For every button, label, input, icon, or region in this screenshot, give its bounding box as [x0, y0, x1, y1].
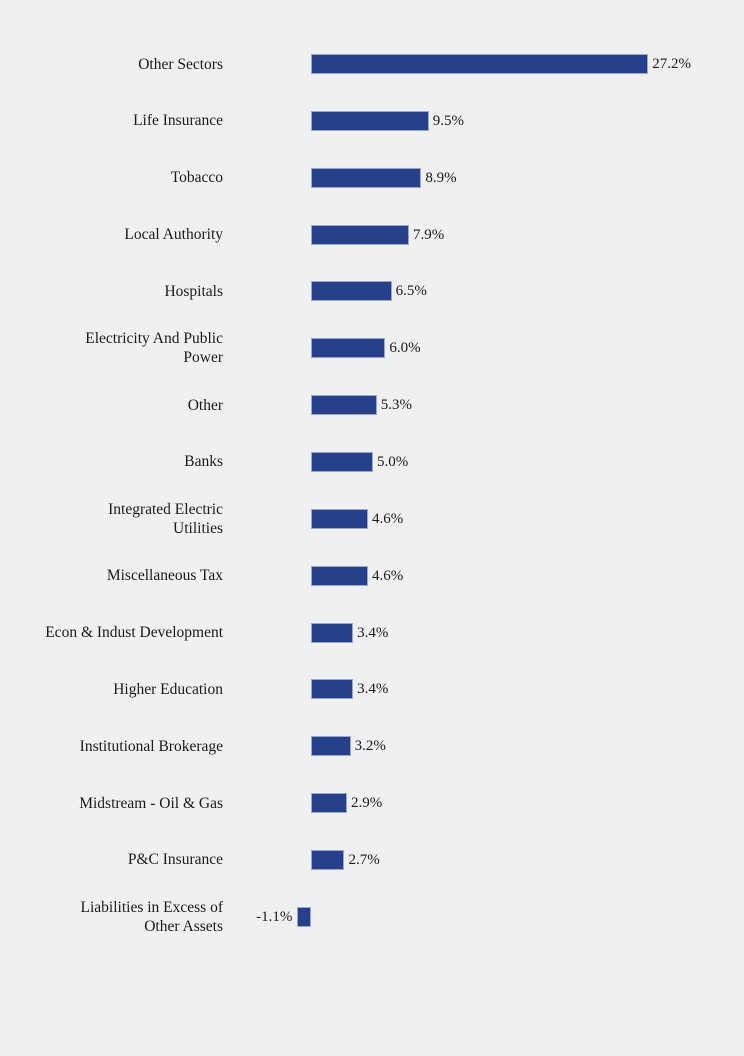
value-label: 4.6% — [372, 510, 404, 527]
value-label: 5.0% — [377, 453, 409, 470]
bar-row: Midstream - Oil & Gas 2.9% — [0, 781, 744, 825]
bar-positive[interactable] — [311, 167, 422, 188]
bar-row: Local Authority 7.9% — [0, 213, 744, 257]
category-label: Integrated Electric Utilities — [108, 500, 223, 537]
bar-positive[interactable] — [311, 679, 354, 700]
bar-negative[interactable] — [297, 906, 311, 927]
bar-row: Econ & Indust Development 3.4% — [0, 611, 744, 655]
bar-track: 4.6% — [0, 554, 744, 598]
bar-row: Electricity And Public Power 6.0% — [0, 326, 744, 370]
value-label: 8.9% — [425, 169, 457, 186]
bar-positive[interactable] — [311, 736, 351, 757]
value-label: 4.6% — [372, 567, 404, 584]
category-label: Tobacco — [170, 169, 223, 187]
bar-positive[interactable] — [311, 395, 377, 416]
bar-track: 5.3% — [0, 383, 744, 427]
value-label: 7.9% — [412, 226, 445, 243]
bar-positive[interactable] — [311, 793, 347, 814]
bar-positive[interactable] — [311, 281, 392, 302]
category-label: Electricity And Public Power — [85, 330, 223, 367]
bar-track: 2.9% — [0, 781, 744, 825]
category-label: Local Authority — [124, 226, 223, 244]
category-label: Midstream - Oil & Gas — [79, 794, 223, 812]
value-label: 3.4% — [357, 681, 389, 698]
category-label: Other — [187, 396, 223, 414]
bar-positive[interactable] — [311, 54, 649, 74]
value-label: 6.5% — [395, 283, 427, 300]
bar-positive[interactable] — [311, 451, 373, 472]
bar-row: Banks 5.0% — [0, 440, 744, 484]
bar-row: Life Insurance 9.5% — [0, 99, 744, 143]
bar-positive[interactable] — [311, 110, 429, 131]
value-label: 3.4% — [357, 624, 389, 641]
value-label: 6.0% — [389, 340, 421, 357]
bar-positive[interactable] — [311, 508, 369, 529]
category-label: Hospitals — [164, 282, 223, 300]
bar-track: 3.4% — [0, 667, 744, 711]
value-label: 27.2% — [652, 56, 692, 72]
category-label: Life Insurance — [133, 112, 223, 130]
bar-row: Miscellaneous Tax 4.6% — [0, 554, 744, 598]
bar-row: Other 5.3% — [0, 383, 744, 427]
bar-row: Higher Education 3.4% — [0, 667, 744, 711]
bar-track: -1.1% — [0, 895, 744, 939]
value-label: 9.5% — [432, 112, 465, 129]
bar-track: 8.9% — [0, 156, 744, 200]
bar-track: 3.4% — [0, 611, 744, 655]
bar-positive[interactable] — [311, 224, 409, 245]
bar-track: 9.5% — [0, 99, 744, 143]
category-label: Other Sectors — [138, 55, 223, 73]
bar-track: 27.2% — [0, 42, 744, 86]
bar-row: Tobacco 8.9% — [0, 156, 744, 200]
bar-positive[interactable] — [311, 622, 354, 643]
category-label: Banks — [184, 453, 223, 471]
bar-row: Liabilities in Excess of Other Assets -1.… — [0, 895, 744, 939]
category-label: Miscellaneous Tax — [106, 567, 223, 585]
bar-track: 7.9% — [0, 213, 744, 257]
category-label: Institutional Brokerage — [79, 737, 223, 755]
bar-track: 4.6% — [0, 497, 744, 541]
bar-row: P&C Insurance 2.7% — [0, 838, 744, 882]
bar-track: 3.2% — [0, 724, 744, 768]
bar-row: Other Sectors 27.2% — [0, 42, 744, 86]
category-label: Higher Education — [113, 680, 223, 698]
bar-row: Integrated Electric Utilities 4.6% — [0, 497, 744, 541]
value-label: -1.1% — [256, 908, 293, 925]
category-label: Liabilities in Excess of Other Assets — [80, 898, 223, 935]
bar-row: Hospitals 6.5% — [0, 269, 744, 313]
value-label: 3.2% — [354, 738, 386, 755]
category-label: P&C Insurance — [127, 851, 223, 869]
bar-track: 6.0% — [0, 326, 744, 370]
bar-positive[interactable] — [311, 338, 386, 359]
bar-positive[interactable] — [311, 565, 369, 586]
category-label: Econ & Indust Development — [45, 624, 223, 641]
value-label: 5.3% — [380, 397, 412, 414]
bar-track: 2.7% — [0, 838, 744, 882]
bar-track: 5.0% — [0, 440, 744, 484]
bar-track: 6.5% — [0, 269, 744, 313]
bar-row: Institutional Brokerage 3.2% — [0, 724, 744, 768]
value-label: 2.9% — [350, 795, 383, 812]
bar-positive[interactable] — [311, 849, 345, 870]
value-label: 2.7% — [348, 851, 380, 868]
